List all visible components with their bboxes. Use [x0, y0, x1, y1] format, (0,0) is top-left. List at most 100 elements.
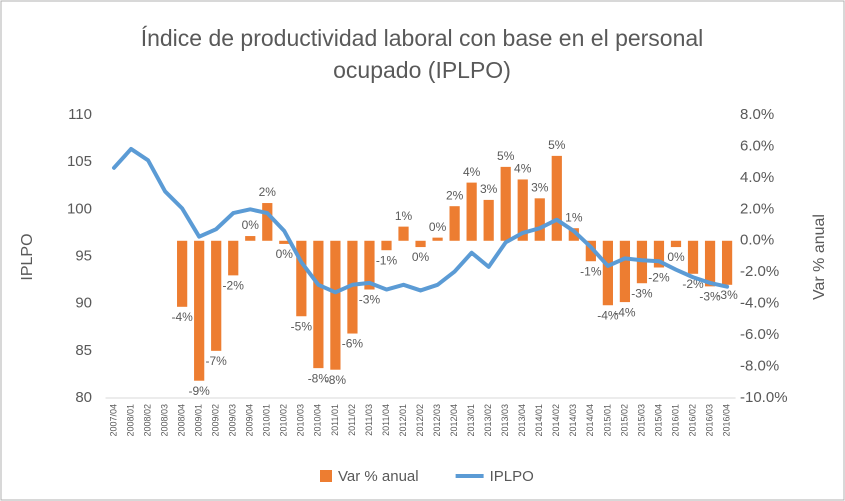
x-tick-label: 2010/02: [279, 404, 289, 437]
data-label: 5%: [497, 149, 515, 163]
x-tick-label: 2013/04: [517, 404, 527, 437]
data-label: 2%: [446, 188, 464, 202]
data-label: -3%: [716, 288, 738, 302]
x-tick-label: 2013/01: [466, 404, 476, 437]
x-tick-label: 2016/03: [704, 404, 714, 437]
bar: [466, 182, 477, 241]
legend-label: IPLPO: [490, 468, 534, 485]
data-label: 0%: [429, 220, 447, 234]
x-tick-label: 2011/04: [381, 404, 391, 436]
bar: [517, 179, 528, 241]
bar: [194, 240, 205, 381]
y2-tick-label: -6.0%: [740, 326, 779, 343]
y-tick-label: 85: [75, 342, 92, 359]
bar: [653, 240, 665, 268]
bar: [568, 228, 579, 241]
y2-axis-title: Var % anual: [811, 214, 828, 300]
bar: [432, 237, 443, 241]
y-tick-label: 90: [75, 295, 92, 312]
data-label: 3%: [531, 180, 549, 194]
x-tick-label: 2016/04: [721, 404, 731, 437]
bar: [687, 240, 699, 274]
bar: [211, 240, 222, 351]
bar: [313, 240, 324, 369]
data-label: 0%: [242, 218, 260, 232]
data-label: -3%: [359, 293, 381, 307]
bar: [381, 240, 392, 251]
bar: [500, 166, 511, 241]
data-label: 4%: [463, 165, 481, 179]
data-label: 2%: [259, 185, 277, 199]
data-label: -1%: [580, 264, 602, 278]
bar: [670, 240, 682, 248]
x-tick-label: 2007/04: [108, 404, 118, 437]
x-tick-label: 2015/03: [636, 404, 646, 437]
bar: [721, 240, 733, 285]
data-label: -5%: [291, 319, 313, 333]
x-tick-label: 2012/03: [432, 404, 442, 437]
y2-tick-label: 0.0%: [740, 232, 774, 249]
y2-tick-label: -2.0%: [740, 263, 779, 280]
x-tick-label: 2009/03: [228, 404, 238, 437]
x-tick-label: 2012/04: [449, 404, 459, 437]
bar: [262, 203, 273, 241]
y2-tick-label: 2.0%: [740, 200, 774, 217]
x-tick-label: 2014/02: [551, 404, 561, 437]
x-tick-label: 2015/04: [653, 404, 663, 437]
y2-tick-label: 8.0%: [740, 106, 774, 123]
data-label: -8%: [308, 371, 330, 385]
x-tick-label: 2014/01: [534, 404, 544, 437]
x-tick-label: 2011/01: [330, 404, 340, 436]
data-label: -1%: [376, 253, 398, 267]
x-tick-label: 2014/03: [568, 404, 578, 437]
x-tick-label: 2010/01: [262, 404, 272, 437]
data-label: -4%: [614, 305, 636, 319]
data-label: 0%: [276, 247, 294, 261]
data-label: -4%: [171, 310, 193, 324]
x-tick-label: 2008/02: [142, 404, 152, 437]
data-label: 4%: [514, 162, 532, 176]
bar: [279, 240, 290, 244]
bar: [619, 240, 631, 303]
data-label: -8%: [325, 373, 347, 387]
data-label: -3%: [631, 286, 653, 300]
y2-tick-label: -8.0%: [740, 358, 779, 375]
bar: [483, 199, 494, 241]
bar: [704, 240, 716, 287]
chart-title: Índice de productividad laboral con base…: [140, 25, 704, 83]
y2-tick-label: 6.0%: [740, 137, 774, 154]
data-label: -2%: [223, 279, 245, 293]
x-tick-label: 2008/04: [177, 404, 187, 437]
data-label: 1%: [565, 210, 583, 224]
y2-tick-label: -4.0%: [740, 295, 779, 312]
bar: [347, 240, 358, 334]
data-label: -4%: [597, 308, 619, 322]
bar: [245, 236, 256, 241]
x-tick-label: 2009/04: [245, 404, 255, 437]
x-tick-label: 2011/03: [364, 404, 374, 436]
y-tick-label: 80: [75, 389, 92, 406]
bar: [330, 240, 341, 370]
bar: [364, 240, 375, 290]
x-tick-label: 2008/01: [125, 404, 135, 437]
data-label: 0%: [667, 250, 685, 264]
x-tick-label: 2009/02: [211, 404, 221, 437]
legend-swatch: [320, 470, 332, 482]
legend-label: Var % anual: [338, 468, 419, 485]
bar: [585, 240, 596, 262]
bar: [602, 240, 613, 306]
data-label: 3%: [480, 182, 498, 196]
x-tick-label: 2016/02: [687, 404, 697, 437]
x-tick-label: 2009/01: [194, 404, 204, 437]
data-label: -3%: [699, 290, 721, 304]
data-label: -6%: [342, 337, 364, 351]
y-tick-label: 100: [67, 200, 92, 217]
x-tick-label: 2012/02: [415, 404, 425, 437]
y-tick-label: 95: [75, 247, 92, 264]
data-label: -2%: [648, 271, 670, 285]
bar: [296, 240, 307, 317]
x-tick-label: 2016/01: [670, 404, 680, 437]
